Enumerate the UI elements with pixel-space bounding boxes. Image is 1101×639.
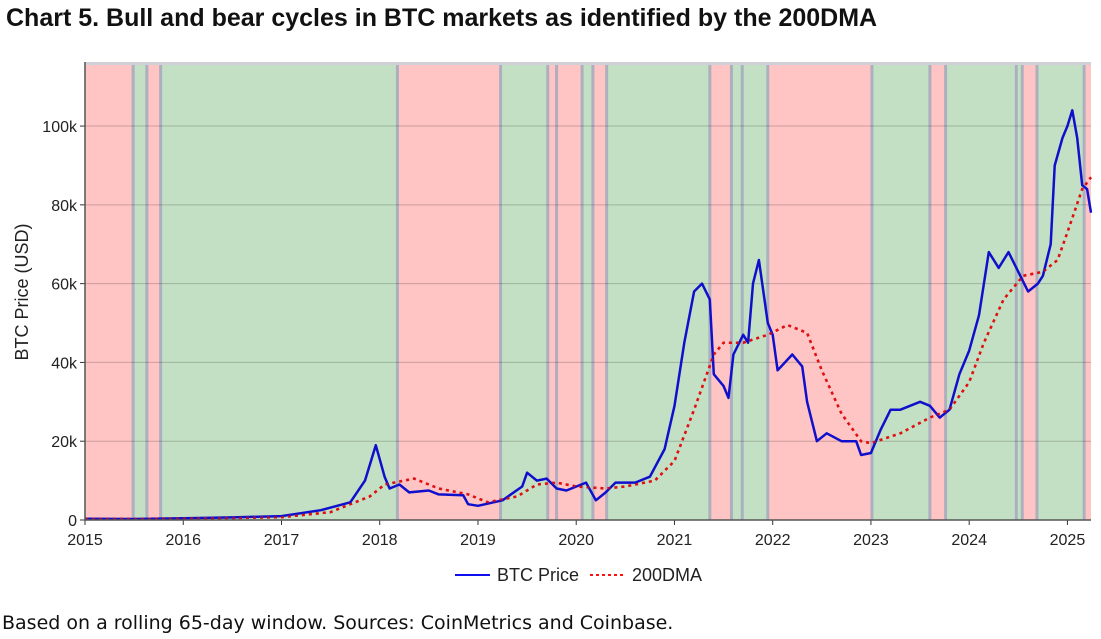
- x-tick-label: 2016: [165, 532, 201, 549]
- regime-band-bull: [871, 65, 930, 520]
- regime-transition-line: [1035, 65, 1039, 520]
- regime-transition-line: [740, 65, 744, 520]
- gridlines: [85, 125, 1091, 442]
- regime-band-bear: [547, 65, 557, 520]
- regime-band-bull: [945, 65, 1017, 520]
- regime-band-bear: [929, 65, 946, 520]
- x-tick-label: 2022: [755, 532, 791, 549]
- y-tick-label: 100k: [42, 119, 78, 136]
- x-tick-label: 2023: [853, 532, 889, 549]
- y-tick-label: 40k: [51, 355, 78, 372]
- x-tick-label: 2019: [460, 532, 496, 549]
- regime-bands: [85, 62, 1091, 520]
- regime-band-bear: [85, 65, 134, 520]
- regime-band-bull: [160, 65, 398, 520]
- x-tick-label: 2017: [264, 532, 300, 549]
- regime-transition-line: [1014, 65, 1018, 520]
- regime-transition-line: [928, 65, 932, 520]
- regime-band-bear: [556, 65, 583, 520]
- regime-transition-line: [580, 65, 584, 520]
- regime-transition-line: [1020, 65, 1024, 520]
- footnote: Based on a rolling 65-day window. Source…: [2, 612, 674, 634]
- regime-band-bear: [1022, 65, 1037, 520]
- regime-band-bear: [767, 65, 872, 520]
- regime-transition-line: [145, 65, 149, 520]
- regime-band-bear: [1084, 65, 1091, 520]
- legend-label-btc-price: BTC Price: [497, 565, 579, 585]
- regime-band-bear: [397, 65, 501, 520]
- x-tick-label: 2021: [657, 532, 693, 549]
- regime-transition-line: [766, 65, 770, 520]
- regime-band-bull: [606, 65, 710, 520]
- series-lines: [84, 109, 1093, 521]
- series-line-200dma-overlay: [84, 176, 1093, 521]
- regime-transition-line: [395, 65, 399, 520]
- regime-transition-line: [1082, 65, 1086, 520]
- regime-band-bull: [582, 65, 593, 520]
- y-tick-label: 20k: [51, 434, 78, 451]
- regime-band-bull: [133, 65, 147, 520]
- regime-band-bear: [709, 65, 732, 520]
- regime-transition-line: [729, 65, 733, 520]
- regime-transition-line: [870, 65, 874, 520]
- regime-transition-line: [591, 65, 595, 520]
- y-axis-label: BTC Price (USD): [12, 223, 32, 360]
- regime-transition-line: [131, 65, 135, 520]
- regime-band-bull: [500, 65, 548, 520]
- chart-title: Chart 5. Bull and bear cycles in BTC mar…: [6, 4, 878, 32]
- regime-band-bull: [1016, 65, 1023, 520]
- regime-transition-line: [944, 65, 948, 520]
- x-tick-label: 2024: [951, 532, 987, 549]
- axes: 0 20k 40k 60k 80k 100k 2015 2016 2017 2018 2019 202…: [42, 62, 1091, 549]
- legend-label-200dma: 200DMA: [632, 565, 702, 585]
- regime-transition-line: [708, 65, 712, 520]
- legend: BTC Price 200DMA: [455, 565, 702, 585]
- regime-transition-line: [555, 65, 559, 520]
- series-line-btc-price: [84, 109, 1093, 521]
- x-tick-label: 2018: [362, 532, 398, 549]
- regime-band-bear: [592, 65, 607, 520]
- top-border: [85, 62, 1091, 65]
- regime-transition-line: [499, 65, 503, 520]
- x-tick-label: 2020: [558, 532, 594, 549]
- regime-band-bull: [731, 65, 743, 520]
- x-tick-label: 2015: [67, 532, 103, 549]
- regime-transition-line: [159, 65, 163, 520]
- regime-band-bear: [146, 65, 161, 520]
- x-tick-label: 2025: [1050, 532, 1086, 549]
- regime-transition-line: [605, 65, 609, 520]
- y-tick-label: 80k: [51, 198, 78, 215]
- y-tick-label: 0: [68, 513, 77, 530]
- y-tick-label: 60k: [51, 277, 78, 294]
- regime-transition-line: [546, 65, 550, 520]
